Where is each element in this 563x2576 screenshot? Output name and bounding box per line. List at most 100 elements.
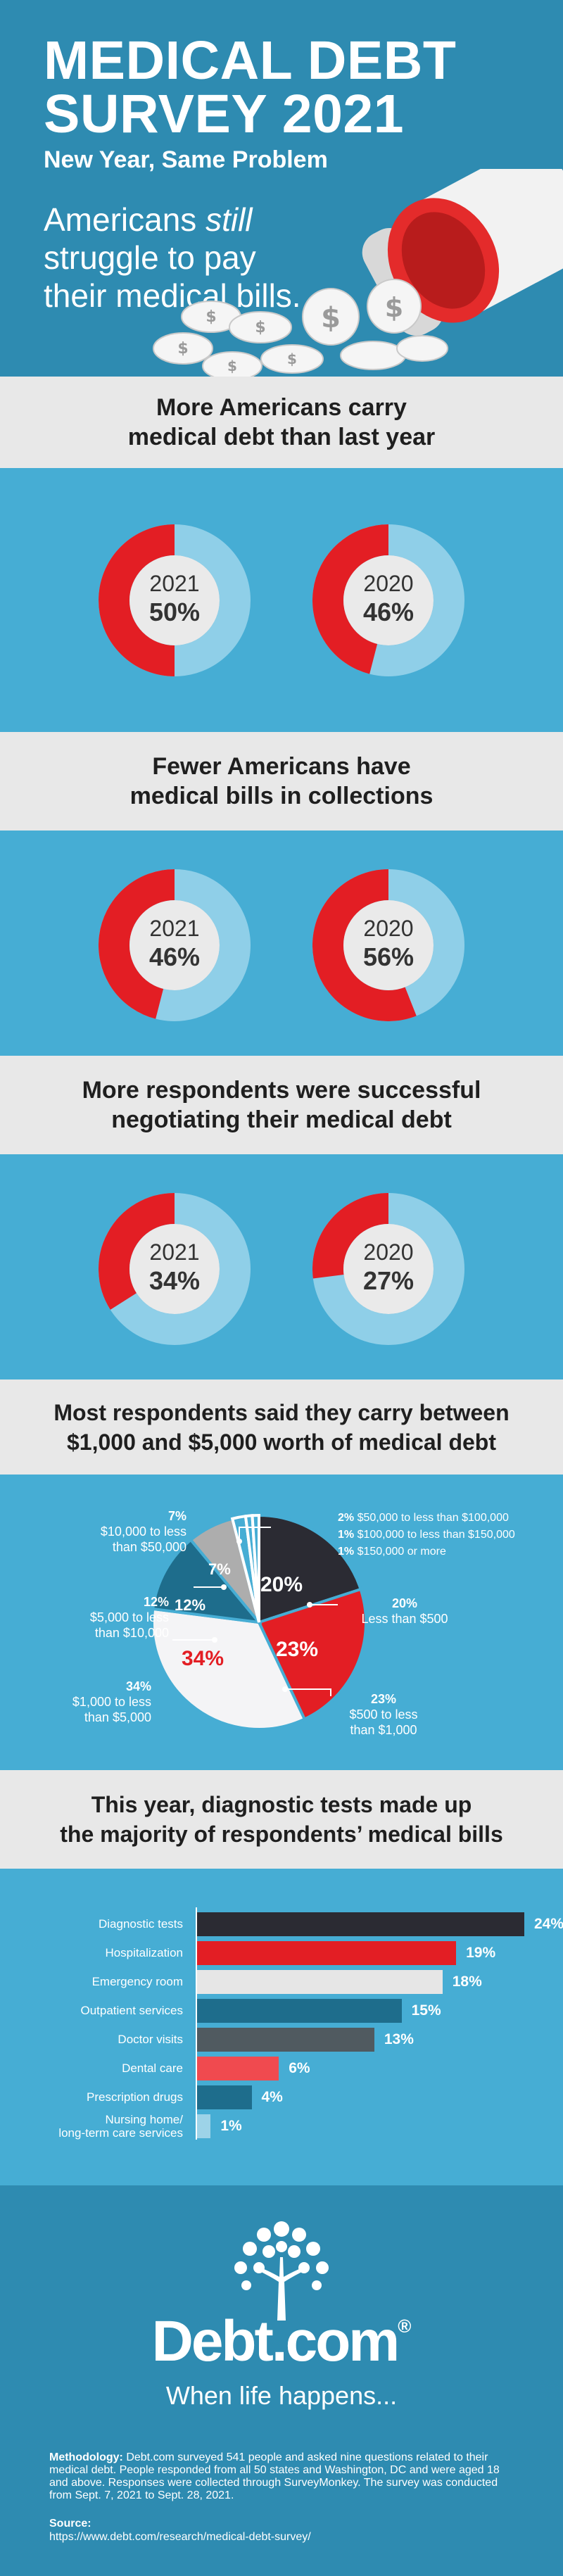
pie-slice <box>257 1587 367 1722</box>
label-range-2: than $50,000 <box>112 1540 186 1554</box>
legend-pct: 1% <box>338 1546 355 1558</box>
label-range-2: than $5,000 <box>84 1710 151 1724</box>
source-url[interactable]: https://www.debt.com/research/medical-de… <box>49 2531 311 2543</box>
donut-svg <box>99 869 251 1021</box>
pie-small-slices-legend: 2% $50,000 to less than $100,000 1% $100… <box>338 1510 515 1560</box>
donut-center <box>343 555 434 645</box>
section-2-line-1: Fewer Americans have <box>152 753 411 780</box>
section-3-line-1: More respondents were successful <box>82 1077 481 1104</box>
subtitle: New Year, Same Problem <box>44 146 328 173</box>
svg-text:$: $ <box>321 302 341 334</box>
legend-pct: 2% <box>338 1512 355 1524</box>
label-range-2: than $10,000 <box>94 1626 169 1640</box>
bar-category-label: Prescription drugs <box>86 2090 183 2104</box>
pie-leader-lines <box>172 1527 338 1696</box>
legend-range: $100,000 to less than $150,000 <box>357 1529 515 1541</box>
donut-value: 50% <box>148 598 201 626</box>
donut-value-arc <box>99 1193 175 1310</box>
leader-dot <box>212 1637 217 1643</box>
donut-chart: 2020 27% <box>312 1193 464 1345</box>
donut-value: 46% <box>148 942 201 971</box>
tagline-post: struggle to pay their medical bills. <box>44 239 301 314</box>
bar-category-label: Nursing home/long-term care services <box>58 2113 183 2140</box>
pie-slices <box>151 1513 367 1731</box>
label-range-1: $10,000 to less <box>100 1524 186 1539</box>
bar <box>197 1941 457 1965</box>
legend-pct: 1% <box>338 1529 355 1541</box>
section-1-line-1: More Americans carry <box>156 394 407 421</box>
section-2-title: Fewer Americans have medical bills in col… <box>0 732 563 831</box>
pie-label-20: 20% Less than $500 <box>345 1596 464 1627</box>
leader-dot <box>236 1539 242 1544</box>
donut-chart: 2021 50% <box>99 524 251 676</box>
donut-chart: 2020 56% <box>312 869 464 1021</box>
label-pct: 7% <box>167 1509 186 1523</box>
bar-axis-line <box>196 1907 197 2140</box>
bar-value-label: 15% <box>411 2002 441 2019</box>
section-3-line-2: negotiating their medical debt <box>111 1106 452 1133</box>
svg-text:$: $ <box>205 308 216 326</box>
leader-dot <box>282 1686 288 1692</box>
section-1-line-2: medical debt than last year <box>127 424 436 450</box>
donut-svg <box>99 524 251 676</box>
section-4-title: Most respondents said they carry between… <box>0 1379 563 1475</box>
label-pct: 20% <box>391 1596 418 1610</box>
donut-svg <box>99 1193 251 1345</box>
donut-year: 2021 <box>149 1239 200 1265</box>
bar-category-label: Diagnostic tests <box>99 1917 183 1931</box>
leader-line <box>285 1688 331 1696</box>
donut-value-arc <box>99 869 175 1019</box>
pie-slice-pct: 23% <box>276 1638 319 1661</box>
svg-text:$: $ <box>255 319 265 336</box>
pie-label-34: 34% $1,000 to less than $5,000 <box>46 1679 151 1725</box>
donut-value-arc <box>312 524 389 674</box>
donut-svg <box>312 869 464 1021</box>
label-range-2: than $1,000 <box>350 1723 417 1737</box>
legend-range: $150,000 or more <box>357 1546 446 1558</box>
bar-value-label: 13% <box>384 2031 414 2047</box>
svg-text:$: $ <box>385 292 403 323</box>
donut-section-2: 2021 46% 2020 56% <box>0 831 563 1056</box>
section-1-title: More Americans carry medical debt than la… <box>0 377 563 468</box>
label-range-1: $500 to less <box>349 1707 418 1722</box>
donut-year: 2020 <box>363 916 414 941</box>
source-label: Source: <box>49 2518 91 2530</box>
section-2-line-2: medical bills in collections <box>129 783 434 809</box>
donut-chart: 2021 46% <box>99 869 251 1021</box>
donut-center <box>129 1224 220 1314</box>
debt-amount-pie-section: 20% 23% 34% 12% 7% 2% $50,000 to less th… <box>0 1475 563 1770</box>
tagline-pre: Americans <box>44 201 206 238</box>
label-range-1: $5,000 to less <box>89 1610 169 1624</box>
bar-value-label: 24% <box>534 1916 563 1932</box>
tagline-em: still <box>205 201 253 238</box>
pill-bottle-illustration: $ $ $ $ $ $ $ <box>153 169 563 377</box>
methodology-text: Debt.com surveyed 541 people and asked n… <box>49 2451 500 2501</box>
bar <box>197 2114 211 2138</box>
donut-chart: 2020 46% <box>312 524 464 676</box>
tree-logo-icon <box>234 2221 329 2321</box>
donut-year: 2020 <box>363 571 414 596</box>
pie-slice-pct: 12% <box>175 1596 206 1614</box>
bar-category-label: Emergency room <box>91 1975 183 1988</box>
bar <box>197 1999 402 2023</box>
donut-year: 2021 <box>149 571 200 596</box>
pie-label-7: 7% $10,000 to less than $50,000 <box>60 1508 186 1555</box>
bar <box>197 2028 374 2052</box>
pie-slice-pct: 7% <box>208 1560 231 1578</box>
pie-leader-dots <box>212 1539 312 1692</box>
donut-value-arc <box>99 524 175 676</box>
donut-year: 2021 <box>149 916 200 941</box>
title-line-2: SURVEY 2021 <box>44 84 405 144</box>
bar-value-label: 1% <box>220 2118 242 2134</box>
label-range: Less than $500 <box>361 1612 448 1626</box>
main-title: MEDICAL DEBT SURVEY 2021 <box>44 34 536 141</box>
methodology: Methodology: Debt.com surveyed 541 peopl… <box>49 2451 514 2502</box>
donut-value-arc <box>312 869 417 1021</box>
pie-slice-pct: 34% <box>182 1647 224 1670</box>
pie-slice <box>251 1513 260 1623</box>
pie-label-12: 12% $5,000 to less than $10,000 <box>46 1594 169 1641</box>
section-5-line-1: This year, diagnostic tests made up <box>91 1792 472 1817</box>
legend-range: $50,000 to less than $100,000 <box>357 1512 509 1524</box>
donut-center <box>343 900 434 990</box>
footer: Debt.com® When life happens... Methodolo… <box>0 2185 563 2576</box>
